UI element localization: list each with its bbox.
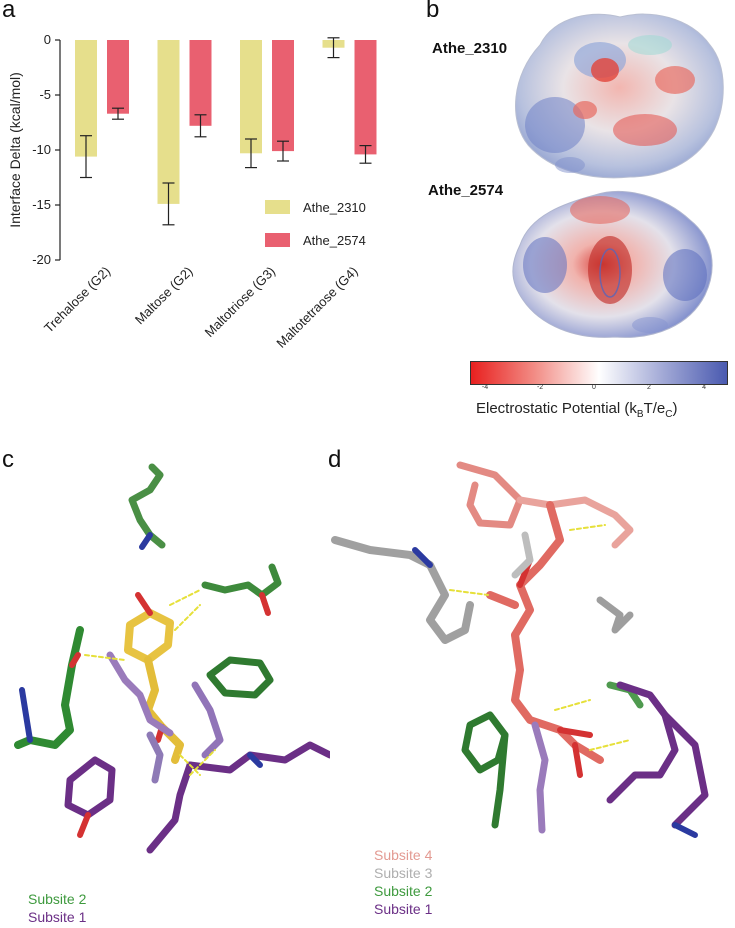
colorbar-label-main: Electrostatic Potential (k xyxy=(476,400,637,417)
panel-c-letter: c xyxy=(2,446,14,473)
subsite-legend-item: Subsite 1 xyxy=(28,909,87,925)
y-tick-label: 0 xyxy=(44,32,51,47)
subsite-legend-item: Subsite 2 xyxy=(374,883,433,899)
protein-surface-athe2310 xyxy=(515,13,724,179)
chart-x-tick-labels: Trehalose (G2) Maltose (G2) Maltotriose (G… xyxy=(41,264,361,351)
y-tick-label: -15 xyxy=(32,197,51,212)
bar xyxy=(240,40,262,154)
chart-bars xyxy=(75,40,377,204)
electrostatic-colorbar xyxy=(470,361,728,385)
subsite-legend-item: Subsite 1 xyxy=(374,901,433,917)
x-tick-label: Maltotriose (G3) xyxy=(202,264,279,341)
bar xyxy=(354,40,377,155)
bar xyxy=(75,40,97,157)
colorbar-tick-label: 0 xyxy=(592,384,596,391)
bar xyxy=(189,40,212,126)
protein-label-athe2574: Athe_2574 xyxy=(428,182,504,199)
chart-axes: 0 -5 -10 -15 -20 Interface Delta (kcal/mol) xyxy=(7,32,61,267)
legend-d: Subsite 4 Subsite 3 Subsite 2 Subsite 1 xyxy=(374,846,432,918)
x-tick-label: Maltose (G2) xyxy=(132,264,196,328)
colorbar-tick-label: 4 xyxy=(702,384,706,391)
y-tick-label: -5 xyxy=(39,87,51,102)
subsite-legend-item: Subsite 4 xyxy=(374,847,433,863)
legend-swatch xyxy=(265,233,290,247)
y-tick-label: -20 xyxy=(32,252,51,267)
panel-a-letter: a xyxy=(2,0,16,23)
colorbar-label-end: ) xyxy=(672,400,678,417)
binding-site-structure-athe2310 xyxy=(14,463,330,854)
panel-d-letter: d xyxy=(328,446,342,473)
protein-surface-athe2574 xyxy=(512,191,713,338)
x-tick-label: Trehalose (G2) xyxy=(41,264,113,336)
colorbar-label-mid: T/e xyxy=(643,400,666,417)
legend-c: Subsite 2 Subsite 1 xyxy=(28,890,86,926)
y-axis-label: Interface Delta (kcal/mol) xyxy=(7,72,23,228)
bar xyxy=(272,40,294,152)
binding-site-structure-athe2574 xyxy=(331,461,709,838)
bar xyxy=(107,40,129,114)
colorbar-tick-label: 2 xyxy=(647,384,651,391)
legend-swatch xyxy=(265,200,290,214)
subsite-legend-item: Subsite 3 xyxy=(374,865,433,881)
interface-delta-bar-chart: 0 -5 -10 -15 -20 Interface Delta (kcal/mol) T… xyxy=(7,32,377,351)
colorbar-label-sub-c: C xyxy=(665,409,673,420)
protein-label-athe2310: Athe_2310 xyxy=(432,40,508,57)
colorbar-tick-label: -2 xyxy=(536,384,544,391)
subsite-legend-item: Subsite 2 xyxy=(28,891,87,907)
legend-label: Athe_2310 xyxy=(303,200,366,215)
chart-legend: Athe_2310 Athe_2574 xyxy=(265,200,366,248)
colorbar-label: Electrostatic Potential (kBT/eC) xyxy=(476,400,678,420)
x-tick-label: Maltotetraose (G4) xyxy=(273,264,360,351)
panel-b-letter: b xyxy=(426,0,440,23)
legend-label: Athe_2574 xyxy=(303,233,366,248)
y-tick-label: -10 xyxy=(32,142,51,157)
colorbar-tick-label: -4 xyxy=(481,384,489,391)
chart-error-bars xyxy=(80,37,372,226)
bar xyxy=(157,40,180,204)
colorbar-label-sub-b: B xyxy=(636,409,644,420)
